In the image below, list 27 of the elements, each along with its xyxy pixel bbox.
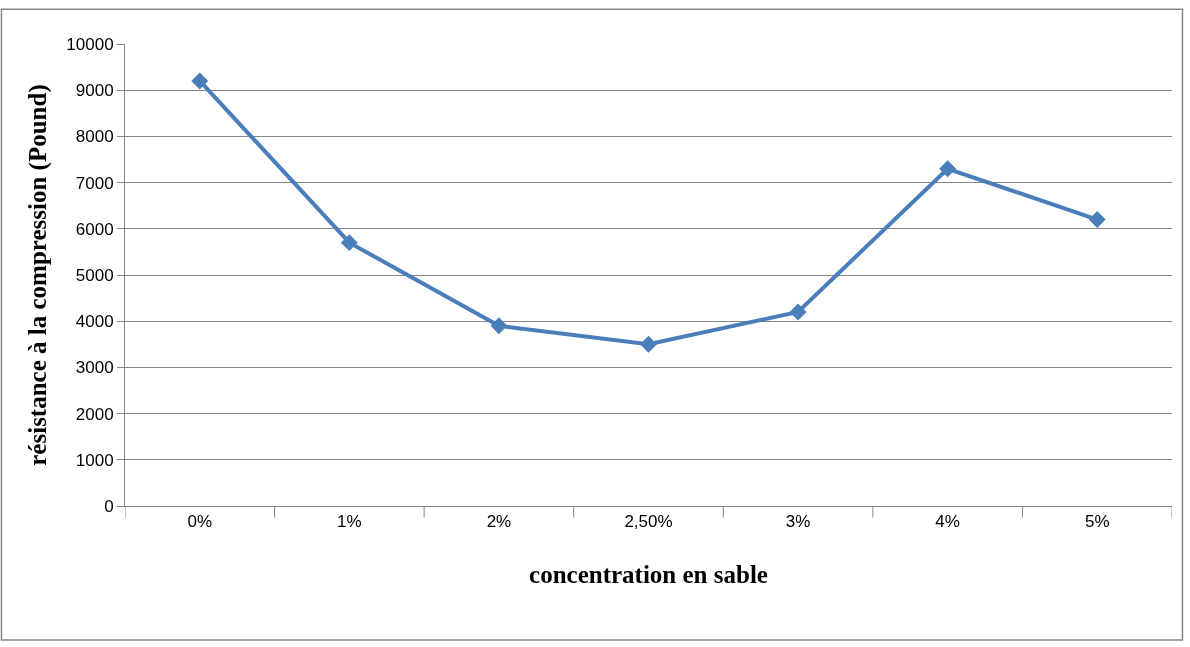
point <box>490 317 508 335</box>
y-tick-label: 3000 <box>75 358 114 378</box>
y-tick-label: 5000 <box>75 265 114 285</box>
point <box>191 72 209 90</box>
y-tick-label: 7000 <box>75 173 114 193</box>
y-axis-title: résistance à la compression (Pound) <box>24 84 53 466</box>
y-tick-label: 4000 <box>75 312 114 332</box>
point <box>340 234 358 252</box>
y-tick-label: 1000 <box>75 450 114 470</box>
y-tick-label: 9000 <box>75 81 114 101</box>
x-tick-label: 4% <box>935 512 960 532</box>
y-tick-label: 10000 <box>66 34 114 54</box>
y-tick-label: 2000 <box>75 404 114 424</box>
point <box>939 160 957 178</box>
point <box>640 335 657 353</box>
point <box>1088 211 1106 229</box>
x-tick-label: 5% <box>1084 512 1110 532</box>
x-tick-label: 0% <box>187 512 213 532</box>
x-tick-label: 3% <box>785 512 811 532</box>
point <box>789 303 807 321</box>
y-tick-label: 6000 <box>75 219 114 239</box>
x-tick-label: 2,50% <box>624 512 673 532</box>
y-tick-label: 0 <box>104 496 114 516</box>
x-tick-label: 2% <box>486 512 512 532</box>
x-tick-label: 1% <box>337 512 362 532</box>
x-axis-title: concentration en sable <box>529 561 768 589</box>
y-tick-label: 8000 <box>75 127 114 147</box>
